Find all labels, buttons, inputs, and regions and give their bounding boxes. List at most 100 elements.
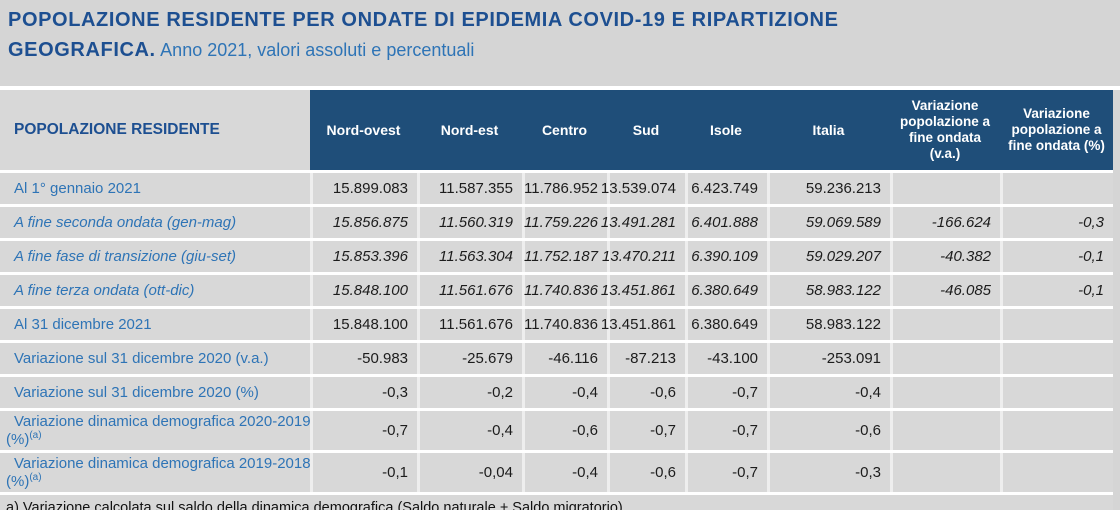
cell-value: -166.624 [890,207,1000,238]
cell-value: 6.380.649 [685,309,767,340]
cell-value: -0,2 [417,377,522,408]
column-header: Sud [607,90,685,170]
cell-value [1000,453,1113,492]
cell-value: 6.390.109 [685,241,767,272]
cell-value [1000,309,1113,340]
row-label: Variazione dinamica demografica 2020-201… [0,411,311,450]
cell-value: 13.470.211 [602,241,685,272]
title-line2: GEOGRAFICA. Anno 2021, valori assoluti e… [8,39,839,62]
column-header: Italia [767,90,890,170]
column-header: Variazione popolazione a fine ondata (v.… [890,90,1000,170]
cell-value: -0,4 [522,453,607,492]
footnote: a) Variazione calcolata sul saldo della … [0,492,1113,510]
table-row: A fine terza ondata (ott-dic) 15.848.100 1… [0,272,1113,306]
cell-value: -0,6 [607,453,685,492]
column-header: Isole [685,90,767,170]
cell-value: -40.382 [890,241,1000,272]
table-row: A fine fase di transizione (giu-set) 15.8… [0,238,1113,272]
row-label: A fine seconda ondata (gen-mag) [0,207,310,238]
cell-value: -0,7 [607,411,685,450]
cell-value: -0,1 [1000,241,1113,272]
table-row: Al 31 dicembre 2021 15.848.100 11.561.676 1… [0,306,1113,340]
cell-value: 11.587.355 [417,173,522,204]
cell-value: -50.983 [310,343,417,374]
cell-value: 11.740.836 [522,275,607,306]
cell-value: -0,7 [685,411,767,450]
cell-value: -0,6 [607,377,685,408]
table-row: Variazione sul 31 dicembre 2020 (%) -0,3-… [0,374,1113,408]
cell-value [890,377,1000,408]
cell-value: -0,6 [522,411,607,450]
row-label: A fine fase di transizione (giu-set) [0,241,310,272]
row-label: Variazione dinamica demografica 2019-201… [0,453,311,492]
cell-value: 11.561.676 [417,309,522,340]
cell-value: 59.029.207 [767,241,890,272]
cell-value: -0,3 [1000,207,1113,238]
cell-value: -0,7 [310,411,417,450]
cell-value: 59.069.589 [767,207,890,238]
cell-value: -0,7 [685,453,767,492]
table-header-row: POPOLAZIONE RESIDENTE Nord-ovest Nord-est… [0,90,1113,170]
population-table: POPOLAZIONE RESIDENTE Nord-ovest Nord-est… [0,90,1113,510]
cell-value: 11.561.676 [417,275,522,306]
cell-value: 58.983.122 [767,309,890,340]
cell-value: 15.899.083 [310,173,417,204]
cell-value: -25.679 [417,343,522,374]
cell-value: 15.856.875 [310,207,417,238]
subtitle: Anno 2021, valori assoluti e percentuali [160,40,475,60]
table-row: Variazione dinamica demografica 2019-201… [0,450,1113,492]
cell-value: 13.451.861 [601,309,685,340]
cell-value [1000,377,1113,408]
cell-value: 11.560.319 [417,207,522,238]
cell-value: -0,6 [767,411,890,450]
divider [0,86,1120,90]
page-title: POPOLAZIONE RESIDENTE PER ONDATE DI EPID… [8,9,839,62]
cell-value: -253.091 [767,343,890,374]
cell-value: 6.380.649 [685,275,767,306]
cell-value: 13.539.074 [601,173,685,204]
cell-value: -0,4 [522,377,607,408]
cell-value [890,309,1000,340]
cell-value: 13.491.281 [601,207,685,238]
cell-value: -87.213 [607,343,685,374]
cell-value: -0,4 [417,411,522,450]
table-row: Al 1° gennaio 2021 15.899.083 11.587.355 11… [0,170,1113,204]
cell-value: 11.740.836 [522,309,607,340]
cell-value: 13.451.861 [601,275,685,306]
table-row: A fine seconda ondata (gen-mag) 15.856.87… [0,204,1113,238]
cell-value [890,343,1000,374]
cell-value: 11.759.226 [522,207,607,238]
cell-value: -0,1 [310,453,417,492]
column-header: Nord-ovest [310,90,417,170]
column-header: Nord-est [417,90,522,170]
cell-value: -43.100 [685,343,767,374]
cell-value: 58.983.122 [767,275,890,306]
cell-value [1000,411,1113,450]
cell-value: 6.401.888 [685,207,767,238]
cell-value [890,411,1000,450]
cell-value [890,173,1000,204]
cell-value: 59.236.213 [767,173,890,204]
cell-value [1000,173,1113,204]
cell-value: -0,7 [685,377,767,408]
cell-value: 15.853.396 [310,241,417,272]
row-label: Variazione sul 31 dicembre 2020 (%) [0,377,310,408]
cell-value: -0,04 [417,453,522,492]
table-row: Variazione dinamica demografica 2020-201… [0,408,1113,450]
row-label: A fine terza ondata (ott-dic) [0,275,310,306]
cell-value: 11.563.304 [417,241,522,272]
cell-value [890,453,1000,492]
column-header: Centro [522,90,607,170]
table-row: Variazione sul 31 dicembre 2020 (v.a.) -5… [0,340,1113,374]
title-line1: POPOLAZIONE RESIDENTE PER ONDATE DI EPID… [8,9,839,31]
table-body: Al 1° gennaio 2021 15.899.083 11.587.355 11… [0,170,1113,492]
cell-value: 15.848.100 [310,275,417,306]
title-line2-bold: GEOGRAFICA. [8,39,156,61]
cell-value: -0,4 [767,377,890,408]
cell-value: -46.116 [522,343,607,374]
row-label: Al 31 dicembre 2021 [0,309,310,340]
row-label: Al 1° gennaio 2021 [0,173,310,204]
cell-value: 6.423.749 [685,173,767,204]
cell-value: 11.786.952 [522,173,607,204]
